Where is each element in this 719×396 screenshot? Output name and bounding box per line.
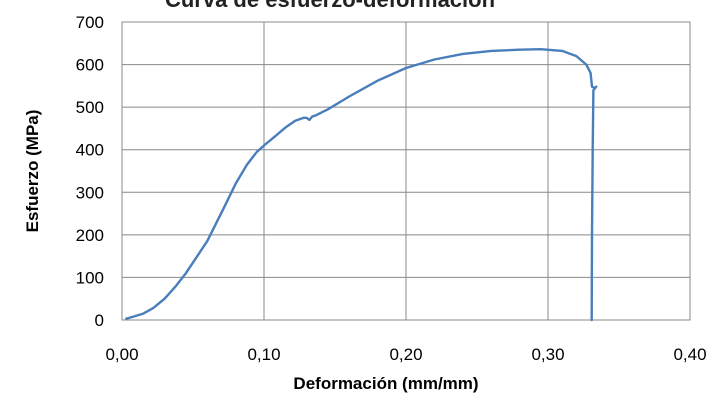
y-tick-label: 200 [76,226,104,245]
y-tick-label: 0 [95,311,104,330]
grid-lines [121,21,691,321]
y-tick-label: 600 [76,56,104,75]
y-tick-labels: 0 100 200 300 400 500 600 700 [76,13,104,330]
y-tick-label: 400 [76,141,104,160]
x-axis-label: Deformación (mm/mm) [293,374,478,393]
y-tick-label: 500 [76,98,104,117]
y-tick-label: 700 [76,13,104,32]
y-tick-label: 300 [76,183,104,202]
series-group [125,48,598,322]
x-tick-label: 0,10 [247,345,280,364]
x-tick-label: 0,30 [531,345,564,364]
series-line [125,48,598,322]
x-tick-labels: 0,00 0,10 0,20 0,30 0,40 [105,345,706,364]
y-axis-label: Esfuerzo (MPa) [23,110,42,233]
x-tick-label: 0,40 [673,345,706,364]
y-tick-label: 100 [76,268,104,287]
x-tick-label: 0,20 [389,345,422,364]
chart-title: Curva de esfuerzo-deformación [120,0,540,13]
x-tick-label: 0,00 [105,345,138,364]
